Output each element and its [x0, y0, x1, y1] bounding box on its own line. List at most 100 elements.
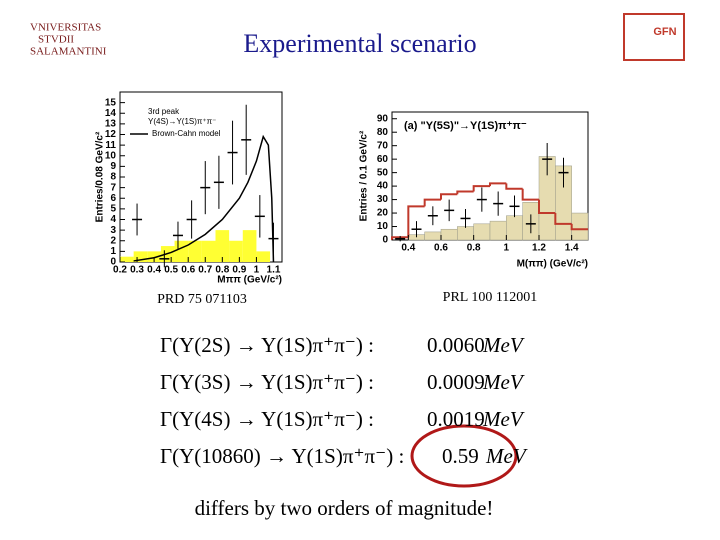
hist-bar: [215, 230, 230, 262]
hist-bar: [174, 240, 189, 262]
x-tick-label: 0.6: [181, 265, 195, 276]
y-tick-label: 30: [377, 194, 389, 205]
y-tick-label: 8: [110, 172, 116, 183]
equation: Γ(Υ(4S) → Υ(1S)π⁺π⁻) :: [160, 407, 374, 431]
equation-value: 0.0009: [427, 370, 485, 394]
x-tick-label: 0.5: [164, 265, 178, 276]
y-tick-label: 11: [105, 140, 116, 151]
hist-bar: [457, 226, 474, 241]
hist-bar: [440, 228, 458, 241]
step-line: [456, 190, 474, 195]
y-tick-label: 10: [377, 221, 389, 232]
hist-bar: [242, 230, 257, 262]
model-curve: [133, 134, 275, 263]
y-tick-label: 10: [105, 150, 117, 161]
step-line: [570, 223, 588, 231]
step-line: [538, 199, 556, 215]
y-tick-label: 3: [110, 225, 116, 236]
equation: Γ(Υ(3S) → Υ(1S)π⁺π⁻) :: [160, 370, 374, 394]
y-tick-label: 50: [377, 167, 389, 178]
y-tick-label: 12: [105, 129, 117, 140]
x-axis-label: M(ππ) (GeV/c²): [517, 259, 588, 270]
equation-unit: MeV: [482, 370, 525, 394]
step-line: [440, 193, 458, 200]
y-tick-label: 70: [377, 140, 389, 151]
y-tick-label: 14: [105, 108, 117, 119]
hist-bar: [256, 251, 271, 262]
x-tick-label: 1.1: [267, 265, 281, 276]
x-tick-label: 1.2: [532, 243, 546, 254]
hist-bar: [188, 240, 202, 262]
equation-unit: MeV: [482, 407, 525, 431]
step-line: [521, 188, 539, 201]
y-tick-label: 15: [105, 97, 117, 108]
reference: PRL 100 112001: [443, 290, 538, 305]
y-tick-label: 0: [382, 235, 388, 246]
plot: 0 10 20 30 40 50 60 70 80 90 0.4 0.6 0.8 1 1.2 1.4 M(ππ)…: [359, 111, 589, 305]
logo-text: STVDII: [38, 34, 74, 46]
equation-unit: MeV: [482, 333, 525, 357]
y-tick-label: 6: [110, 193, 116, 204]
hist-bar: [147, 251, 161, 262]
plot-subtitle: (a) "Υ(5S)"→Υ(1S)π⁺π⁻: [404, 120, 527, 132]
y-tick-label: 9: [110, 161, 116, 172]
hist-bar: [120, 256, 134, 262]
equation-value: 0.59: [442, 444, 479, 468]
y-axis-label: Entries/0.08 GeV/c²: [95, 131, 106, 222]
y-tick-label: 60: [377, 154, 389, 165]
slide-title: Experimental scenario: [243, 29, 476, 58]
logo-text: GFN: [653, 26, 676, 38]
x-axis-label: Mππ (GeV/c²): [217, 275, 282, 286]
y-tick-label: 90: [377, 113, 389, 124]
y-tick-label: 5: [110, 204, 116, 215]
x-tick-label: 1: [504, 243, 510, 254]
equation-unit: MeV: [485, 444, 528, 468]
step-line: [423, 198, 441, 207]
x-tick-label: 0.4: [147, 265, 161, 276]
step-line: [391, 236, 409, 240]
step-line: [489, 182, 507, 187]
x-tick-label: 0.3: [130, 265, 144, 276]
equation-value: 0.0019: [427, 407, 485, 431]
logo-frame: [623, 13, 685, 61]
y-tick-label: 1: [110, 246, 116, 257]
legend-label: Brown-Cahn model: [152, 129, 221, 138]
x-tick-label: 0.9: [232, 265, 246, 276]
hist-bar: [133, 251, 148, 262]
step-line: [472, 185, 490, 192]
x-tick-label: 1: [254, 265, 260, 276]
hist-bar: [424, 231, 442, 241]
x-tick-label: 0.8: [467, 243, 481, 254]
logo-text: SALAMANTINI: [30, 46, 107, 58]
hist-bar: [473, 223, 491, 241]
x-tick-label: 0.7: [198, 265, 212, 276]
highlight: [410, 424, 518, 488]
footer: differs by two orders of magnitude!: [195, 496, 494, 520]
logo-text: VNIVERSITAS: [30, 22, 101, 34]
x-tick-label: 0.2: [113, 265, 127, 276]
equation: Γ(Υ(2S) → Υ(1S)π⁺π⁻) :: [160, 333, 374, 357]
x-tick-label: 0.4: [401, 243, 415, 254]
y-tick-label: 40: [377, 181, 389, 192]
y-tick-label: 13: [105, 119, 117, 130]
x-tick-label: 0.8: [215, 265, 229, 276]
legend-title: 3rd peak: [148, 107, 180, 116]
step-line: [407, 205, 425, 238]
hist-bar: [229, 240, 243, 262]
x-tick-label: 0.6: [434, 243, 448, 254]
y-tick-label: 0: [110, 257, 116, 268]
step-line: [505, 183, 523, 190]
hist-bar: [489, 220, 507, 241]
y-tick-label: 80: [377, 127, 389, 138]
plot-subtitle: Υ(4S)→Υ(1S)π⁺π⁻: [148, 117, 216, 126]
equation-value: 0.0060: [427, 333, 485, 357]
equation: Γ(Υ(10860) → Υ(1S)π⁺π⁻) :: [160, 444, 404, 468]
y-tick-label: 2: [110, 235, 116, 246]
y-axis-label: Entries / 0.1 GeV/c²: [359, 130, 370, 221]
hist-bar: [201, 240, 216, 262]
reference: PRD 75 071103: [157, 292, 247, 307]
hist-bar: [571, 212, 589, 241]
y-tick-label: 20: [377, 208, 389, 219]
